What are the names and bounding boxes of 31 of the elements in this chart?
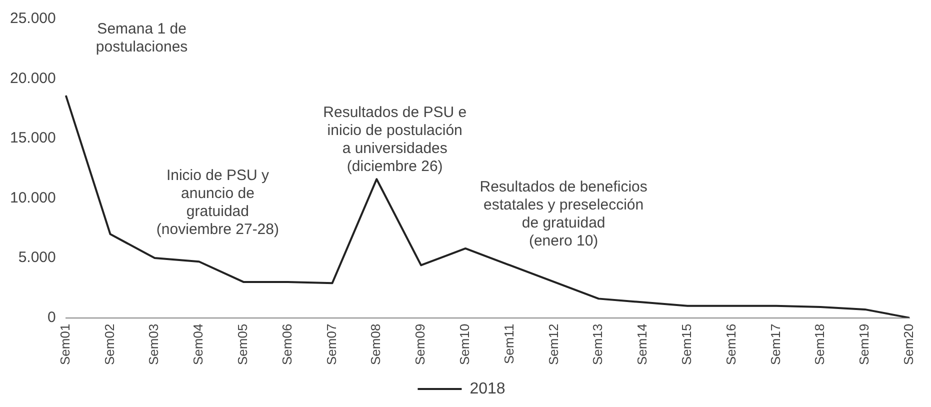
y-tick-label: 5.000	[18, 249, 56, 266]
y-tick-label: 25.000	[10, 10, 56, 28]
annotation: Resultados de beneficios estatales y preselección de gratuidad (enero 10)	[480, 178, 648, 250]
y-tick-label: 10.000	[10, 189, 56, 206]
y-tick-label: 20.000	[10, 70, 56, 87]
x-tick-label: Sem04	[190, 324, 206, 366]
x-tick-label: Sem05	[235, 324, 250, 366]
x-tick-label: Sem17	[768, 324, 783, 366]
x-tick-label: Sem13	[590, 324, 606, 366]
x-tick-label: Sem01	[57, 324, 72, 366]
y-tick-label: 15.000	[10, 130, 56, 147]
x-tick-label: Sem16	[723, 324, 738, 366]
annotation: Resultados de PSU e inicio de postulación a universidades (diciembre 26)	[323, 104, 467, 176]
x-tick-label: Sem10	[457, 324, 472, 366]
annotation: Inicio de PSU y anuncio de gratuidad (noviembre 27-28)	[156, 166, 279, 238]
x-tick-label: Sem14	[634, 324, 650, 366]
x-tick-label: Sem09	[412, 324, 428, 366]
legend-label: 2018	[470, 380, 506, 398]
x-tick-label: Sem03	[146, 324, 162, 366]
x-tick-label: Sem19	[856, 324, 872, 366]
x-tick-label: Sem12	[546, 324, 561, 366]
x-tick-label: Sem08	[368, 324, 384, 366]
x-tick-label: Sem02	[102, 324, 117, 366]
annotation: Semana 1 de postulaciones	[96, 20, 188, 56]
y-tick-label: 0	[48, 308, 56, 326]
x-tick-label: Sem06	[279, 324, 294, 366]
x-tick-label: Sem07	[324, 324, 339, 366]
x-tick-label: Sem15	[679, 324, 694, 366]
x-tick-label: Sem18	[812, 324, 828, 366]
x-tick-label: Sem11	[501, 324, 516, 364]
x-tick-label: Sem20	[900, 324, 916, 366]
